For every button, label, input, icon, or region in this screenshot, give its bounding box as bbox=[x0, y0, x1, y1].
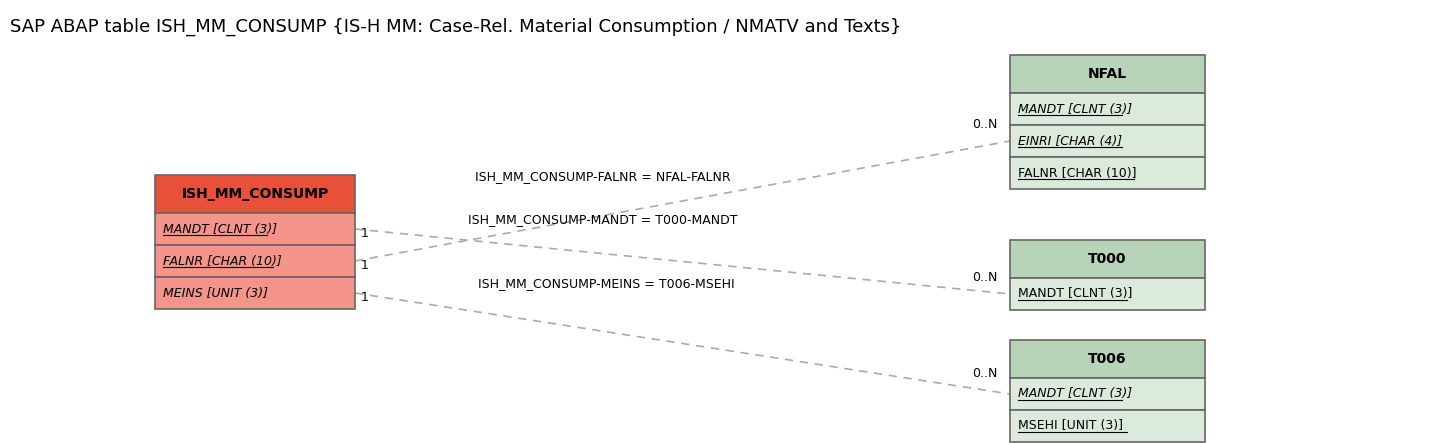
Text: 1: 1 bbox=[362, 259, 369, 272]
Text: T000: T000 bbox=[1089, 252, 1126, 266]
Text: FALNR [CHAR (10)]: FALNR [CHAR (10)] bbox=[163, 254, 282, 268]
Text: MANDT [CLNT (3)]: MANDT [CLNT (3)] bbox=[1017, 102, 1132, 116]
Text: MSEHI [UNIT (3)]: MSEHI [UNIT (3)] bbox=[1017, 420, 1123, 432]
Text: 0..N: 0..N bbox=[972, 367, 997, 380]
Text: FALNR [CHAR (10)]: FALNR [CHAR (10)] bbox=[1017, 167, 1136, 179]
FancyBboxPatch shape bbox=[1010, 93, 1205, 125]
Text: ISH_MM_CONSUMP-MANDT = T000-MANDT: ISH_MM_CONSUMP-MANDT = T000-MANDT bbox=[467, 213, 737, 226]
FancyBboxPatch shape bbox=[1010, 378, 1205, 410]
Text: 1: 1 bbox=[362, 291, 369, 304]
Text: ISH_MM_CONSUMP-FALNR = NFAL-FALNR: ISH_MM_CONSUMP-FALNR = NFAL-FALNR bbox=[474, 170, 730, 183]
FancyBboxPatch shape bbox=[1010, 278, 1205, 310]
Text: 0..N: 0..N bbox=[972, 118, 997, 131]
Text: T006: T006 bbox=[1089, 352, 1126, 366]
Text: MANDT [CLNT (3)]: MANDT [CLNT (3)] bbox=[1017, 388, 1132, 400]
Text: MANDT [CLNT (3)]: MANDT [CLNT (3)] bbox=[163, 222, 277, 236]
Text: MEINS [UNIT (3)]: MEINS [UNIT (3)] bbox=[163, 287, 269, 299]
FancyBboxPatch shape bbox=[1010, 410, 1205, 442]
Text: MANDT [CLNT (3)]: MANDT [CLNT (3)] bbox=[1017, 288, 1132, 300]
Text: 1: 1 bbox=[362, 227, 369, 240]
FancyBboxPatch shape bbox=[154, 175, 354, 213]
Text: EINRI [CHAR (4)]: EINRI [CHAR (4)] bbox=[1017, 135, 1122, 148]
Text: 0..N: 0..N bbox=[972, 271, 997, 284]
FancyBboxPatch shape bbox=[1010, 125, 1205, 157]
FancyBboxPatch shape bbox=[154, 245, 354, 277]
Text: SAP ABAP table ISH_MM_CONSUMP {IS-H MM: Case-Rel. Material Consumption / NMATV a: SAP ABAP table ISH_MM_CONSUMP {IS-H MM: … bbox=[10, 18, 902, 36]
FancyBboxPatch shape bbox=[1010, 240, 1205, 278]
Text: ISH_MM_CONSUMP-MEINS = T006-MSEHI: ISH_MM_CONSUMP-MEINS = T006-MSEHI bbox=[470, 277, 735, 290]
FancyBboxPatch shape bbox=[1010, 157, 1205, 189]
Text: ISH_MM_CONSUMP: ISH_MM_CONSUMP bbox=[181, 187, 329, 201]
FancyBboxPatch shape bbox=[1010, 340, 1205, 378]
FancyBboxPatch shape bbox=[154, 277, 354, 309]
FancyBboxPatch shape bbox=[154, 213, 354, 245]
Text: NFAL: NFAL bbox=[1087, 67, 1127, 81]
FancyBboxPatch shape bbox=[1010, 55, 1205, 93]
